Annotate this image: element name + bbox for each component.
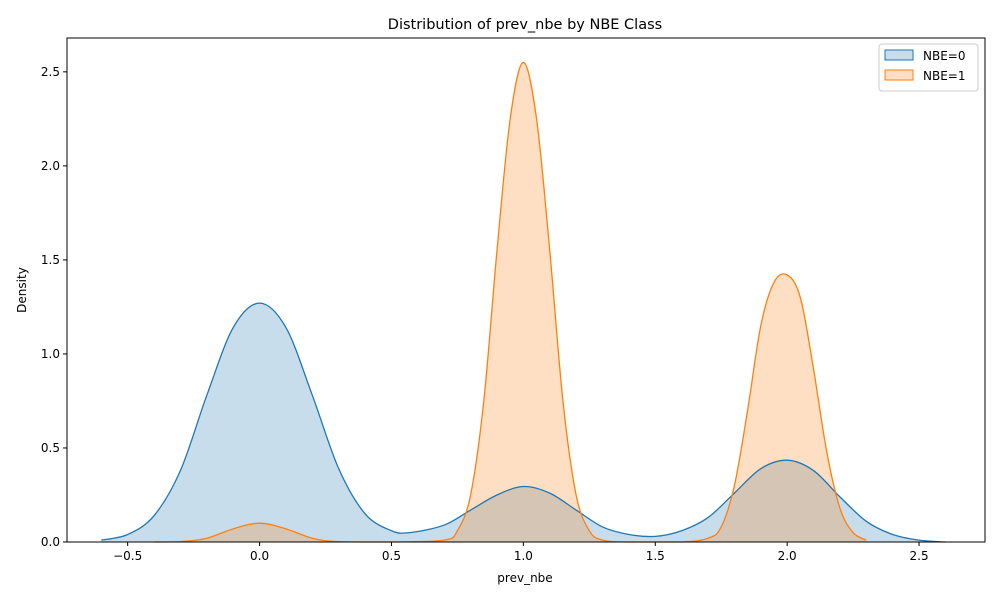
x-tick-label: 2.5 <box>910 549 929 563</box>
y-axis-label: Density <box>15 267 29 313</box>
legend-swatch <box>884 69 914 81</box>
x-tick-label: 0.5 <box>382 549 401 563</box>
y-tick-label: 1.0 <box>41 347 60 361</box>
y-tick-label: 2.0 <box>41 159 60 173</box>
series-1-line <box>101 302 946 543</box>
y-tick-label: 1.5 <box>41 253 60 267</box>
legend-swatch <box>884 49 914 61</box>
x-axis-label: prev_nbe <box>497 571 552 585</box>
axes-frame <box>66 37 986 543</box>
y-axis: 0.0 0.5 1.0 1.5 2.0 2.5 <box>41 65 67 549</box>
y-tick-label: 0.5 <box>41 441 60 455</box>
x-tick-label: 0.0 <box>250 549 269 563</box>
series-1-area <box>101 303 946 542</box>
x-tick-label: 1.5 <box>646 549 665 563</box>
chart-title: Distribution of prev_nbe by NBE Class <box>388 17 662 33</box>
plot-area <box>101 61 946 543</box>
series-2-area <box>154 62 867 543</box>
x-tick-label: 1.0 <box>514 549 533 563</box>
x-tick-label: 2.0 <box>778 549 797 563</box>
legend-box <box>878 43 979 92</box>
y-tick-label: 2.5 <box>41 65 60 79</box>
y-tick-label: 0.0 <box>41 535 60 549</box>
x-tick-label: −0.5 <box>113 549 142 563</box>
series-2-line <box>154 61 867 543</box>
legend-label: NBE=1 <box>923 69 965 83</box>
x-axis: −0.5 0.0 0.5 1.0 1.5 2.0 2.5 <box>113 542 929 563</box>
legend: NBE=0 NBE=1 <box>878 43 979 92</box>
legend-label: NBE=0 <box>923 49 965 63</box>
